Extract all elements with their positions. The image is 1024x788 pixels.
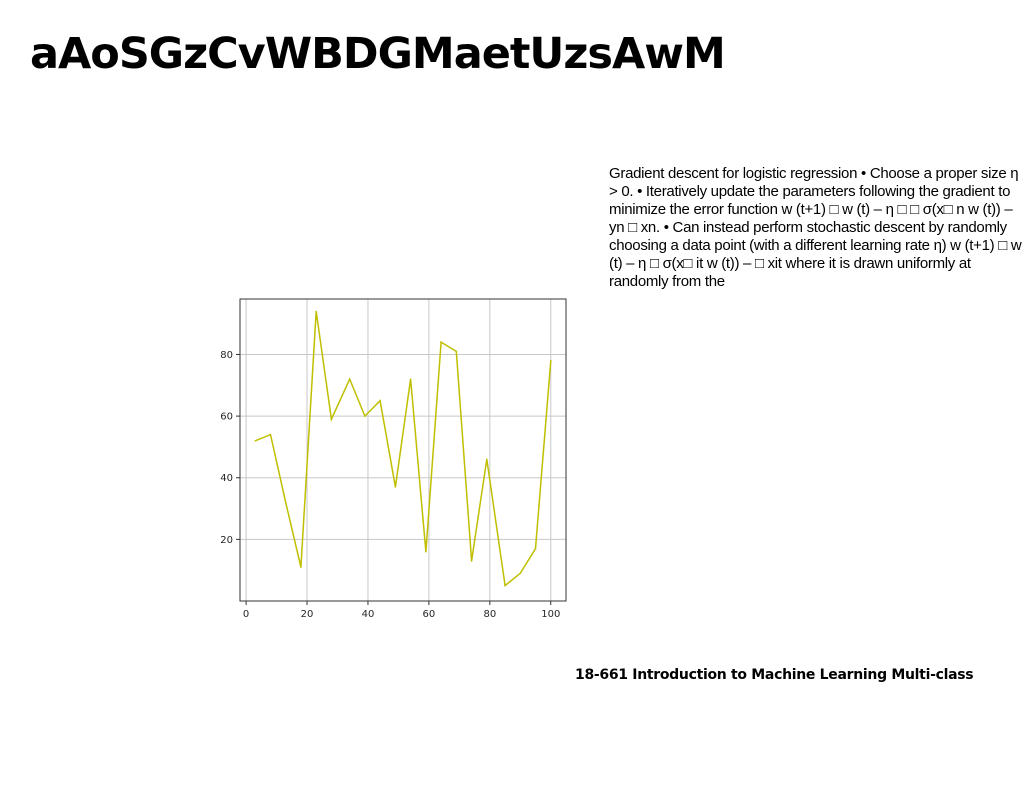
data-point <box>300 566 302 568</box>
data-point <box>470 560 473 562</box>
chart-ticks: 0 20 40 60 80 100 20 40 60 80 <box>220 350 560 620</box>
data-point <box>550 359 552 362</box>
x-tick-label: 20 <box>301 609 314 620</box>
data-point <box>486 458 488 460</box>
x-tick-label: 80 <box>483 609 496 620</box>
data-point <box>534 547 537 550</box>
data-point <box>425 550 427 553</box>
x-tick-label: 60 <box>423 609 436 620</box>
slide-body-text: Gradient descent for logistic regression… <box>609 165 1022 290</box>
data-point <box>440 341 442 343</box>
x-tick-label: 40 <box>362 609 375 620</box>
data-point <box>519 572 522 575</box>
data-point <box>284 501 287 504</box>
y-tick-label: 60 <box>220 412 233 423</box>
data-point <box>348 378 351 380</box>
y-tick-label: 20 <box>220 535 233 546</box>
data-point <box>394 486 397 488</box>
data-point <box>254 440 256 442</box>
y-tick-label: 40 <box>220 473 233 484</box>
data-point <box>455 350 458 353</box>
x-tick-label: 100 <box>541 609 560 620</box>
data-point <box>315 310 317 313</box>
data-point <box>504 584 506 587</box>
y-tick-label: 80 <box>220 350 233 361</box>
slide-footer: 18-661 Introduction to Machine Learning … <box>575 667 974 683</box>
chart-series-layer <box>254 310 552 588</box>
series-line <box>254 311 552 588</box>
chart-grid <box>240 299 566 601</box>
data-point <box>364 415 366 417</box>
x-tick-label: 0 <box>243 609 249 620</box>
data-point <box>379 399 381 402</box>
data-point <box>330 418 333 420</box>
chart-svg: 0 20 40 60 80 100 20 40 60 80 <box>220 298 567 620</box>
line-chart: 0 20 40 60 80 100 20 40 60 80 <box>214 294 574 624</box>
plot-frame <box>239 298 567 602</box>
data-point <box>409 378 412 380</box>
data-point <box>269 433 272 436</box>
slide-title: aAoSGzCvWBDGMaetUzsAwM <box>30 29 726 79</box>
